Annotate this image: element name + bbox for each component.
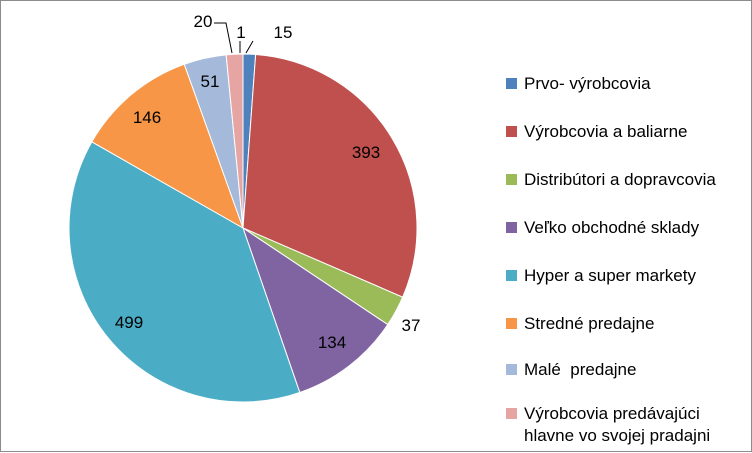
data-label: 37 (402, 316, 421, 335)
leader-line (214, 22, 233, 54)
data-label: 393 (352, 143, 380, 162)
data-label: 15 (274, 23, 293, 42)
data-label: 134 (318, 333, 346, 352)
legend-swatch (506, 222, 517, 233)
legend-item: Hyper a super markety (506, 265, 696, 287)
legend-label: Stredné predajne (524, 314, 655, 333)
data-label: 499 (115, 313, 143, 332)
legend-label: Distribútori a dopravcovia (524, 170, 716, 189)
legend-label: Veľko obchodné sklady (524, 218, 700, 237)
legend-label: Hyper a super markety (524, 266, 696, 285)
legend-item: Výrobcovia predávajúci hlavne vo svojej … (506, 403, 739, 447)
legend-label: Výrobcovia a baliarne (524, 122, 688, 141)
legend-item: Veľko obchodné sklady (506, 217, 699, 239)
legend-item: Distribútori a dopravcovia (506, 169, 716, 191)
legend-swatch (506, 174, 517, 185)
legend-label: Prvo- výrobcovia (524, 74, 651, 93)
legend-swatch (506, 318, 517, 329)
data-label: 20 (194, 12, 213, 31)
legend-swatch (506, 364, 517, 375)
data-label: 146 (133, 108, 161, 127)
legend-swatch (506, 408, 517, 419)
legend-swatch (506, 126, 517, 137)
leader-line (245, 40, 254, 54)
data-label: 51 (201, 72, 220, 91)
pie-slice (242, 226, 389, 394)
legend-item: Výrobcovia a baliarne (506, 121, 687, 143)
data-label: 1 (236, 23, 245, 42)
legend-swatch (506, 78, 517, 89)
pie-slice (242, 53, 418, 298)
pie-slice (68, 141, 301, 403)
legend-label: Výrobcovia predávajúci hlavne vo svojej … (524, 404, 711, 445)
legend-item: Malé predajne (506, 359, 636, 381)
pie-slice (225, 53, 244, 229)
legend-swatch (506, 270, 517, 281)
legend-label: Malé predajne (524, 360, 637, 379)
pie-slice (91, 63, 244, 230)
legend-item: Prvo- výrobcovia (506, 73, 651, 95)
legend-item: Stredné predajne (506, 313, 654, 335)
